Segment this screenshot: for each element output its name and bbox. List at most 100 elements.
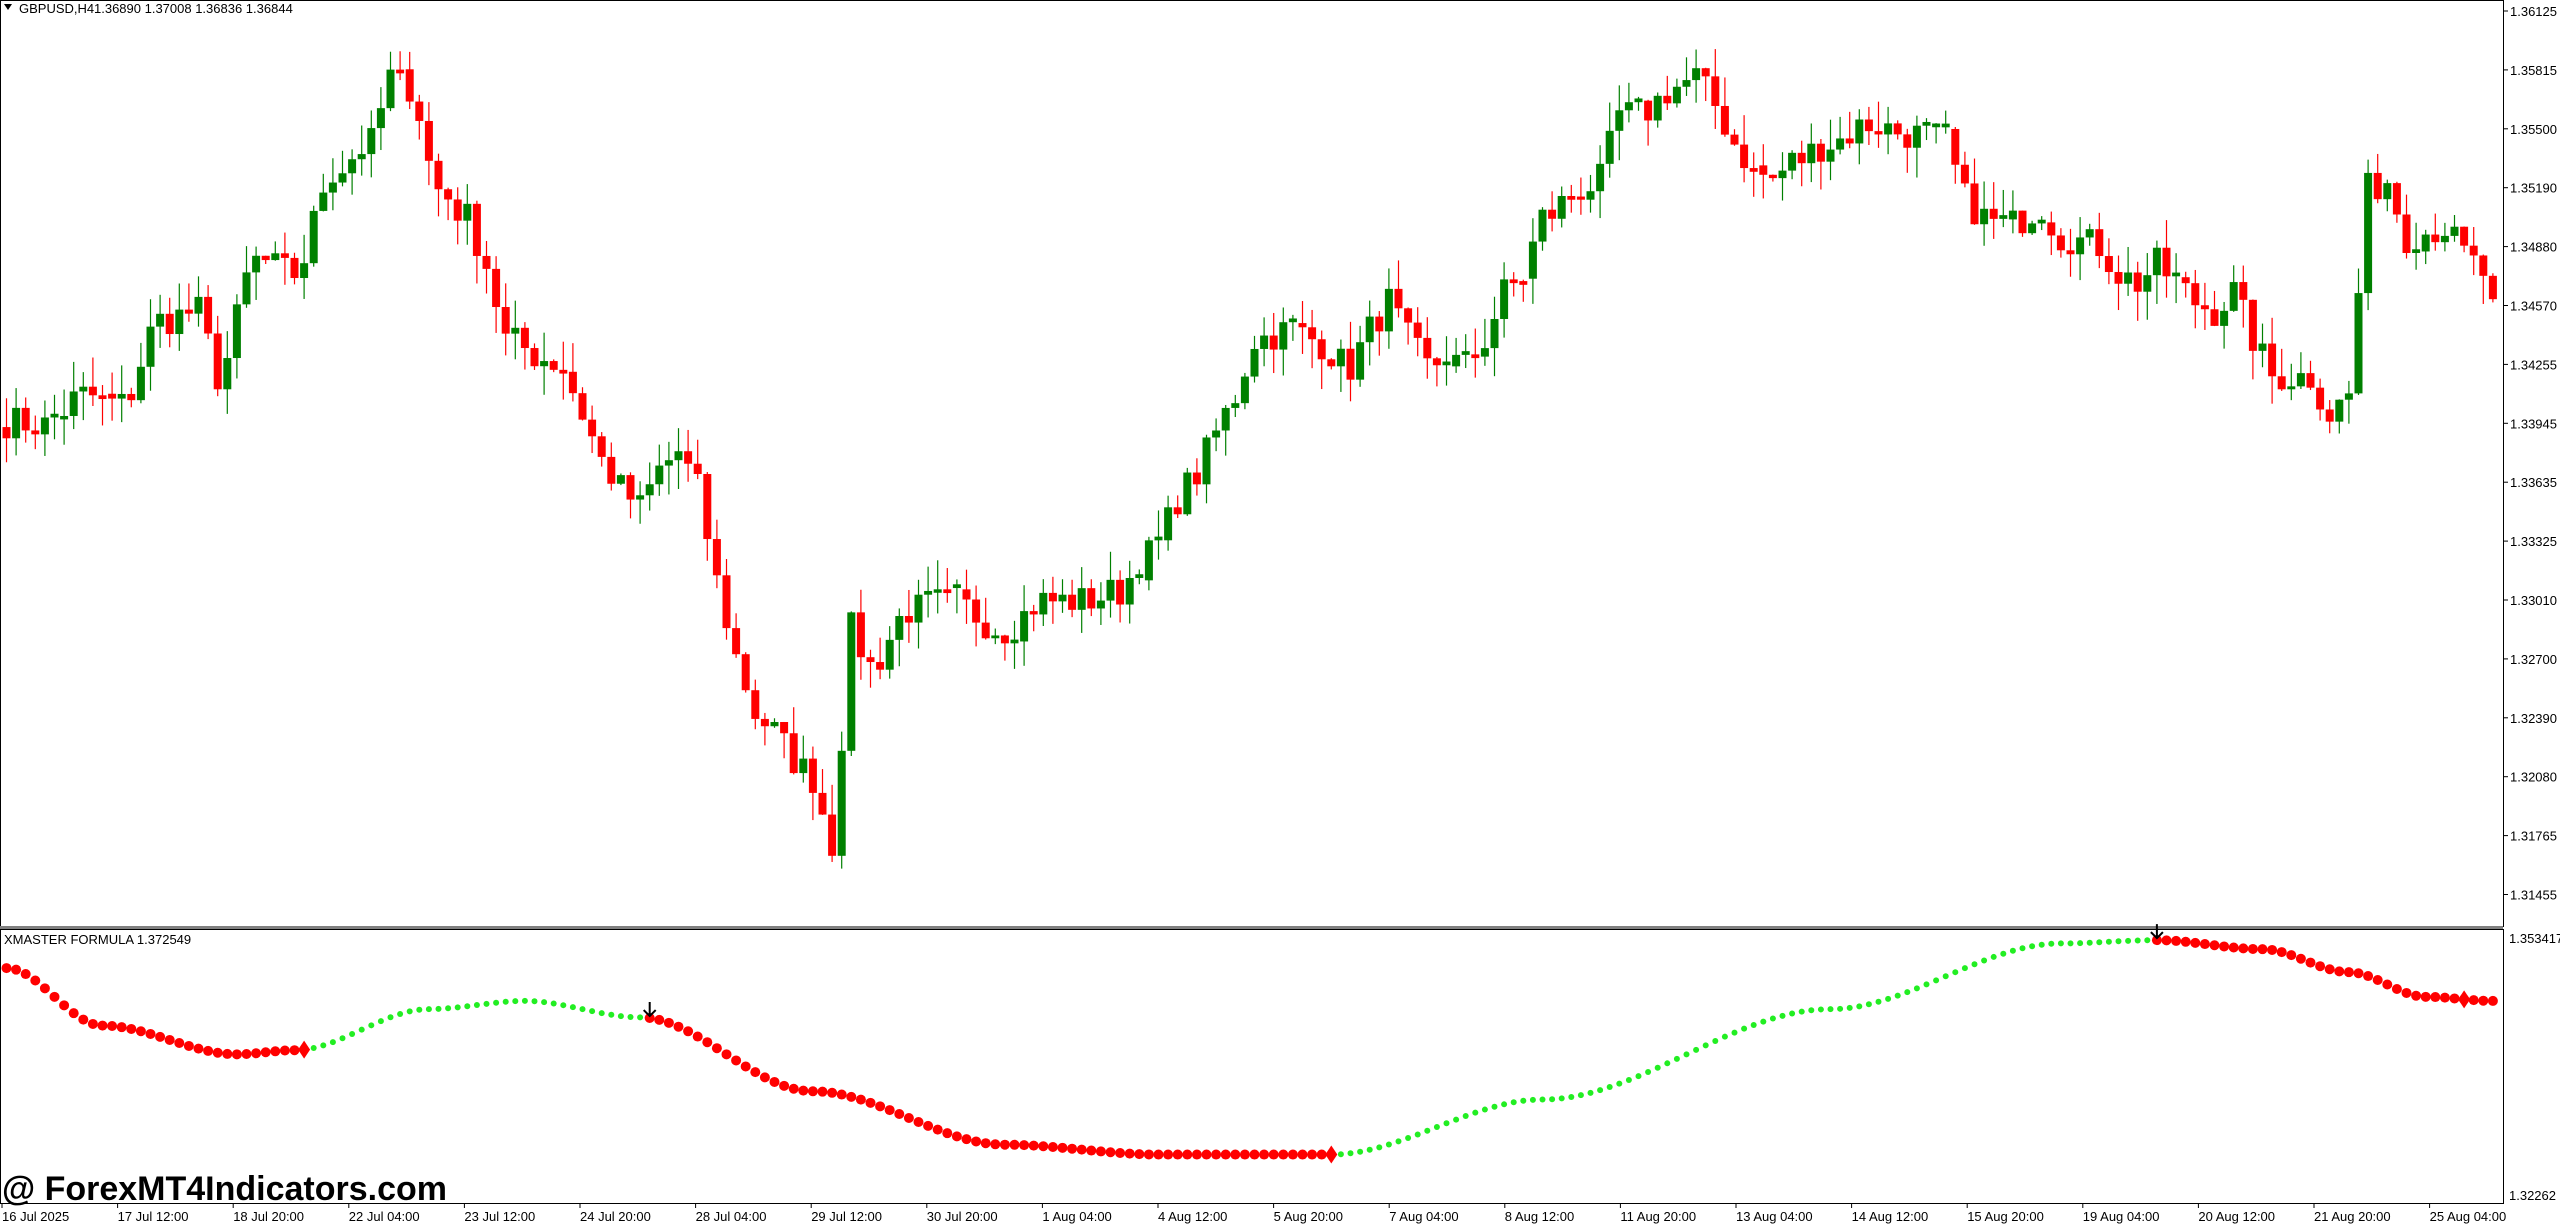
- indicator-dot: [2161, 935, 2172, 946]
- candle-body: [1941, 123, 1950, 128]
- indicator-dot: [1191, 1149, 1202, 1160]
- indicator-dot: [1981, 957, 1988, 964]
- price-tick-label: 1.32080: [2510, 770, 2557, 785]
- indicator-dot: [1673, 1055, 1680, 1062]
- candle-body: [664, 460, 673, 466]
- indicator-dot: [1028, 1140, 1039, 1151]
- indicator-dot: [1047, 1141, 1058, 1152]
- indicator-dot: [377, 1018, 384, 1025]
- indicator-dot: [1971, 961, 1978, 968]
- candle-body: [2162, 247, 2171, 277]
- indicator-dot: [1760, 1018, 1767, 1025]
- candle-body: [242, 272, 251, 305]
- indicator-dot: [174, 1038, 185, 1049]
- indicator-dot: [2286, 950, 2297, 961]
- indicator-dot: [126, 1023, 137, 1034]
- indicator-dot: [1057, 1142, 1068, 1153]
- candle-body: [943, 589, 952, 594]
- indicator-dot: [310, 1044, 317, 1051]
- indicator-dot: [2334, 966, 2345, 977]
- indicator-dot: [1664, 1060, 1671, 1067]
- candle-body: [1048, 592, 1057, 602]
- time-tick-label: 20 Aug 12:00: [2198, 1209, 2275, 1224]
- candle-body: [1768, 174, 1777, 179]
- indicator-dot: [1201, 1149, 1212, 1160]
- candle-body: [2056, 235, 2065, 251]
- indicator-dot: [1933, 977, 1940, 984]
- price-axis[interactable]: 1.36125 1.35815 1.35500 1.35190 1.34880 1.345…: [2503, 4, 2557, 903]
- indicator-dot: [270, 1046, 281, 1057]
- indicator-dot: [788, 1083, 799, 1094]
- candle-body: [2114, 272, 2123, 284]
- indicator-dot: [894, 1109, 905, 1120]
- candle-body: [1490, 318, 1499, 349]
- candle-body: [1010, 639, 1019, 644]
- candle-body: [501, 307, 510, 334]
- candle-body: [972, 599, 981, 623]
- candle-body: [1068, 594, 1077, 610]
- candle-body: [1106, 579, 1115, 601]
- time-tick-label: 18 Jul 20:00: [233, 1209, 304, 1224]
- candle-body: [2152, 247, 2161, 276]
- candle-body: [1221, 407, 1230, 431]
- indicator-dot: [1990, 953, 1997, 960]
- indicator-dot: [817, 1086, 828, 1097]
- indicator-dot: [2190, 937, 2201, 948]
- indicator-dot: [397, 1010, 404, 1017]
- candle-body: [1548, 209, 1557, 219]
- price-tick-label: 1.33325: [2510, 534, 2557, 549]
- candle-body: [674, 451, 683, 461]
- candle-body: [1288, 318, 1297, 323]
- buy-diamond-icon: [1325, 1145, 1338, 1164]
- indicator-dot: [49, 991, 60, 1002]
- time-tick-label: 7 Aug 04:00: [1389, 1209, 1458, 1224]
- indicator-dot: [502, 998, 509, 1005]
- indicator-dot: [617, 1013, 624, 1020]
- time-axis[interactable]: 16 Jul 2025 17 Jul 12:00 18 Jul 20:00 22 Ju…: [1, 1203, 2506, 1224]
- time-tick-label: 17 Jul 12:00: [118, 1209, 189, 1224]
- candle-body: [904, 616, 913, 623]
- indicator-dot: [1366, 1146, 1373, 1153]
- candle-body: [434, 160, 443, 190]
- time-tick-label: 28 Jul 04:00: [696, 1209, 767, 1224]
- candle-body: [319, 192, 328, 211]
- candle-body: [309, 210, 318, 264]
- indicator-dot: [241, 1049, 252, 1060]
- indicator-dot: [425, 1006, 432, 1013]
- indicator-dot: [1817, 1006, 1824, 1013]
- indicator-dot: [1904, 989, 1911, 996]
- indicator-dot: [2363, 971, 2374, 982]
- candle-body: [2239, 282, 2248, 300]
- candle-body: [962, 589, 971, 600]
- time-tick-label: 30 Jul 20:00: [927, 1209, 998, 1224]
- indicator-dot: [1424, 1127, 1431, 1134]
- candle-body: [1164, 507, 1173, 541]
- indicator-dot: [1769, 1015, 1776, 1022]
- candle-body: [1365, 316, 1374, 343]
- indicator-dot: [11, 964, 22, 975]
- indicator-dot: [1952, 969, 1959, 976]
- indicator-dot: [1357, 1148, 1364, 1155]
- indicator-dot: [1491, 1103, 1498, 1110]
- indicator-dot: [2315, 961, 2326, 972]
- indicator-dot: [368, 1022, 375, 1029]
- candle-body: [2066, 250, 2075, 255]
- candle-body: [1644, 100, 1653, 121]
- indicator-dot: [2171, 935, 2182, 946]
- indicator-dot: [107, 1020, 118, 1031]
- indicator-dot: [1105, 1147, 1116, 1158]
- candle-body: [2047, 222, 2056, 236]
- indicator-dot: [1510, 1099, 1517, 1106]
- symbol-menu-icon[interactable]: [4, 4, 12, 10]
- candle-body: [1519, 281, 1528, 285]
- indicator-dot: [1837, 1005, 1844, 1012]
- indicator-dot: [865, 1097, 876, 1108]
- candle-body: [2354, 293, 2363, 394]
- candle-body: [847, 612, 856, 751]
- candle-body: [2028, 223, 2037, 234]
- candle-body: [453, 199, 462, 221]
- time-tick-label: 24 Jul 20:00: [580, 1209, 651, 1224]
- candle-body: [1884, 123, 1893, 135]
- candle-body: [540, 361, 549, 367]
